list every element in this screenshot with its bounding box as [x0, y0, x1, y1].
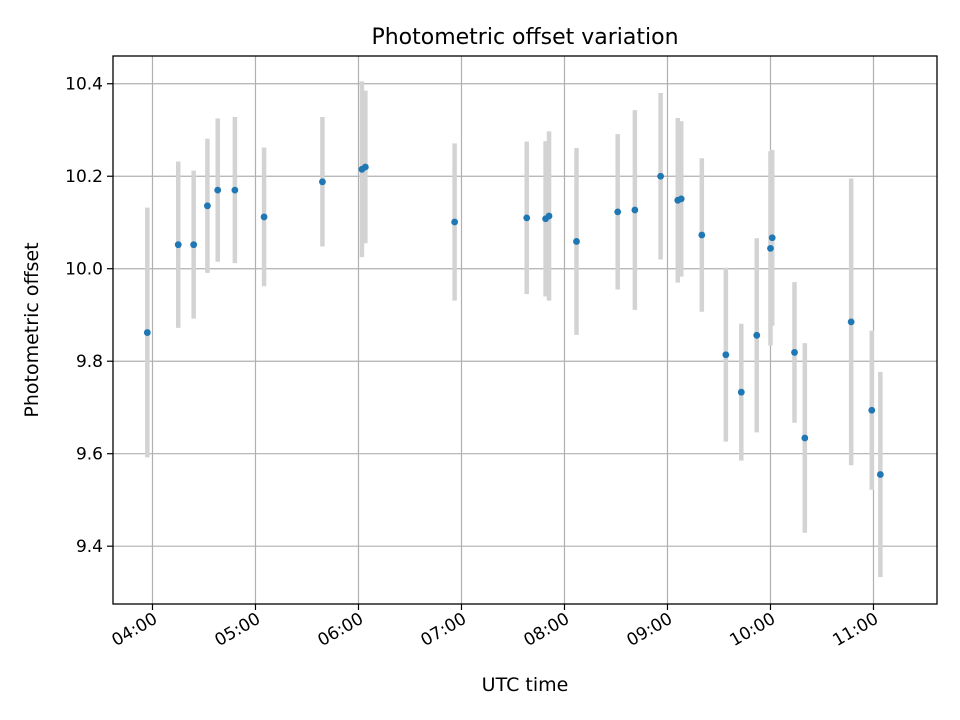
- data-point: [204, 202, 211, 210]
- data-point: [143, 329, 151, 336]
- data-point: [361, 163, 369, 171]
- data-point: [451, 218, 459, 226]
- markers: [143, 163, 884, 478]
- y-axis-label: Photometric offset: [21, 242, 43, 417]
- data-point: [523, 214, 531, 222]
- chart-title: Photometric offset variation: [371, 25, 678, 50]
- plot-frame: [112, 55, 938, 605]
- x-axis-label: UTC time: [482, 674, 569, 696]
- data-point: [753, 331, 761, 339]
- data-point: [573, 238, 580, 245]
- data-point: [768, 234, 776, 242]
- data-point: [876, 471, 884, 478]
- data-point: [190, 241, 198, 249]
- y-tick-label: 9.4: [76, 537, 103, 557]
- data-point: [801, 434, 809, 442]
- data-point: [231, 186, 239, 194]
- y-tick-label: 10.0: [65, 260, 103, 280]
- y-tick-label: 10.4: [65, 75, 103, 95]
- y-tick-label: 9.8: [76, 352, 103, 372]
- data-point: [214, 186, 222, 194]
- data-point: [631, 206, 639, 214]
- data-point: [319, 178, 326, 186]
- data-point: [737, 388, 745, 396]
- data-point: [677, 195, 685, 203]
- grid: [113, 56, 937, 604]
- data-point: [174, 241, 182, 249]
- y-tick-label: 10.2: [65, 167, 103, 187]
- data-point: [868, 406, 876, 414]
- data-point: [767, 244, 774, 252]
- y-tick-label: 9.6: [76, 445, 103, 465]
- data-point: [791, 349, 798, 356]
- data-point: [722, 351, 730, 359]
- data-point: [698, 231, 706, 239]
- data-point: [657, 172, 665, 180]
- data-point: [847, 318, 855, 326]
- y-axis-ticks: 9.4 9.6 9.8 10.0 10.2 10.4: [65, 75, 113, 557]
- data-point: [614, 208, 622, 216]
- data-point: [545, 212, 553, 220]
- data-point: [260, 213, 268, 221]
